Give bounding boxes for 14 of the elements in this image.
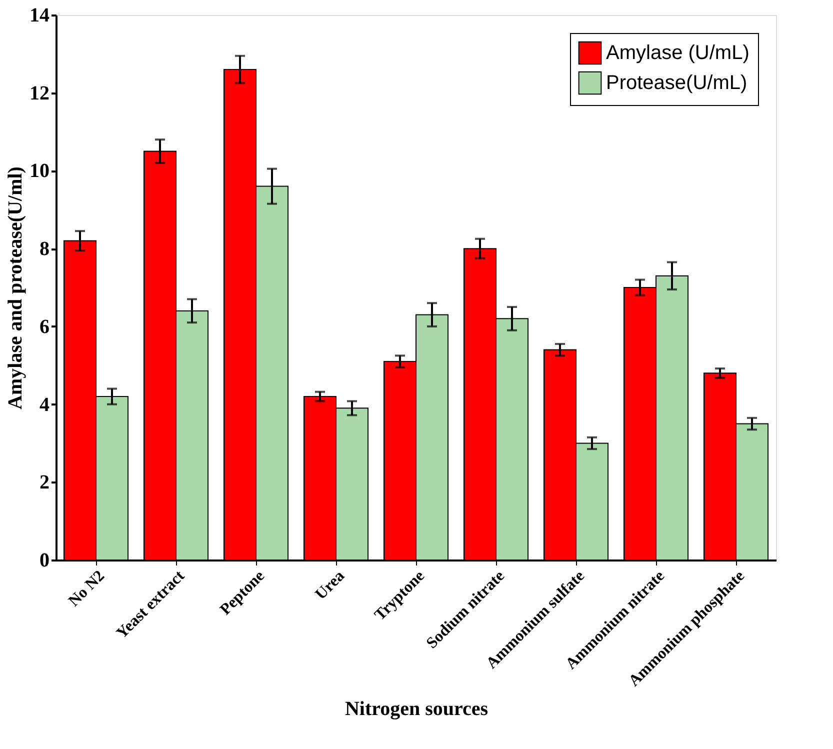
legend-label: Amylase (U/mL)	[606, 42, 750, 64]
x-axis-title: Nitrogen sources	[344, 698, 488, 720]
y-tick-label: 8	[40, 238, 50, 260]
y-tick-label: 6	[40, 316, 50, 338]
y-tick-label: 4	[40, 394, 50, 416]
y-tick-label: 12	[30, 82, 50, 104]
y-axis-title: Amylase and protease(U/ml)	[4, 166, 26, 410]
legend-label: Protease(U/mL)	[606, 72, 748, 94]
y-tick-label: 0	[40, 550, 50, 572]
y-tick-label: 14	[30, 4, 50, 26]
x-tick-label: No N2	[66, 568, 108, 610]
y-tick-label: 2	[40, 472, 50, 494]
x-tick-label: Urea	[312, 568, 348, 604]
y-tick-label: 10	[30, 160, 50, 182]
